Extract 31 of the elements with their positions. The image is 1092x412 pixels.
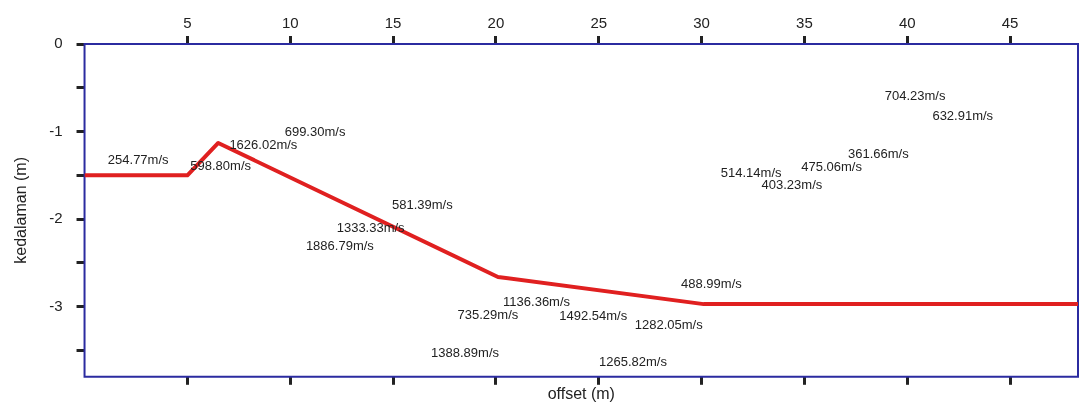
y-axis-title: kedalaman (m) — [12, 157, 30, 264]
x-tick-label: 25 — [590, 14, 608, 32]
y-tick-label: 0 — [54, 34, 63, 52]
y-tick-label: -2 — [49, 209, 63, 227]
x-tick-label: 35 — [796, 14, 813, 32]
x-tick-label: 40 — [898, 14, 916, 32]
annotation: 632.91m/s — [932, 108, 994, 124]
annotation: 1265.82m/s — [598, 354, 668, 370]
annotation: 254.77m/s — [107, 152, 170, 168]
annotation: 361.66m/s — [847, 146, 910, 162]
x-tick-label: 5 — [183, 14, 192, 32]
annotation: 699.30m/s — [284, 124, 346, 140]
y-tick-label: -1 — [49, 121, 63, 139]
annotation: 488.99m/s — [681, 275, 743, 291]
annotation: 581.39m/s — [391, 196, 454, 212]
annotation: 1282.05m/s — [634, 317, 704, 333]
annotation: 1388.89m/s — [431, 344, 500, 360]
annotation: 1136.36m/s — [503, 293, 571, 309]
x-tick-label: 10 — [281, 14, 299, 32]
annotation: 1626.02m/s — [229, 137, 298, 153]
annotation: 704.23m/s — [884, 88, 946, 104]
y-tick-label: -3 — [49, 296, 63, 314]
annotation: 1492.54m/s — [559, 307, 628, 323]
annotation: 475.06m/s — [801, 159, 863, 175]
x-axis-title: offset (m) — [547, 384, 615, 402]
x-tick-label: 30 — [693, 14, 710, 32]
x-tick-label: 45 — [1001, 14, 1019, 32]
x-tick-label: 20 — [487, 14, 505, 32]
annotation: 735.29m/s — [457, 307, 519, 323]
annotation: 1886.79m/s — [305, 237, 375, 253]
x-tick-label: 15 — [384, 14, 402, 32]
